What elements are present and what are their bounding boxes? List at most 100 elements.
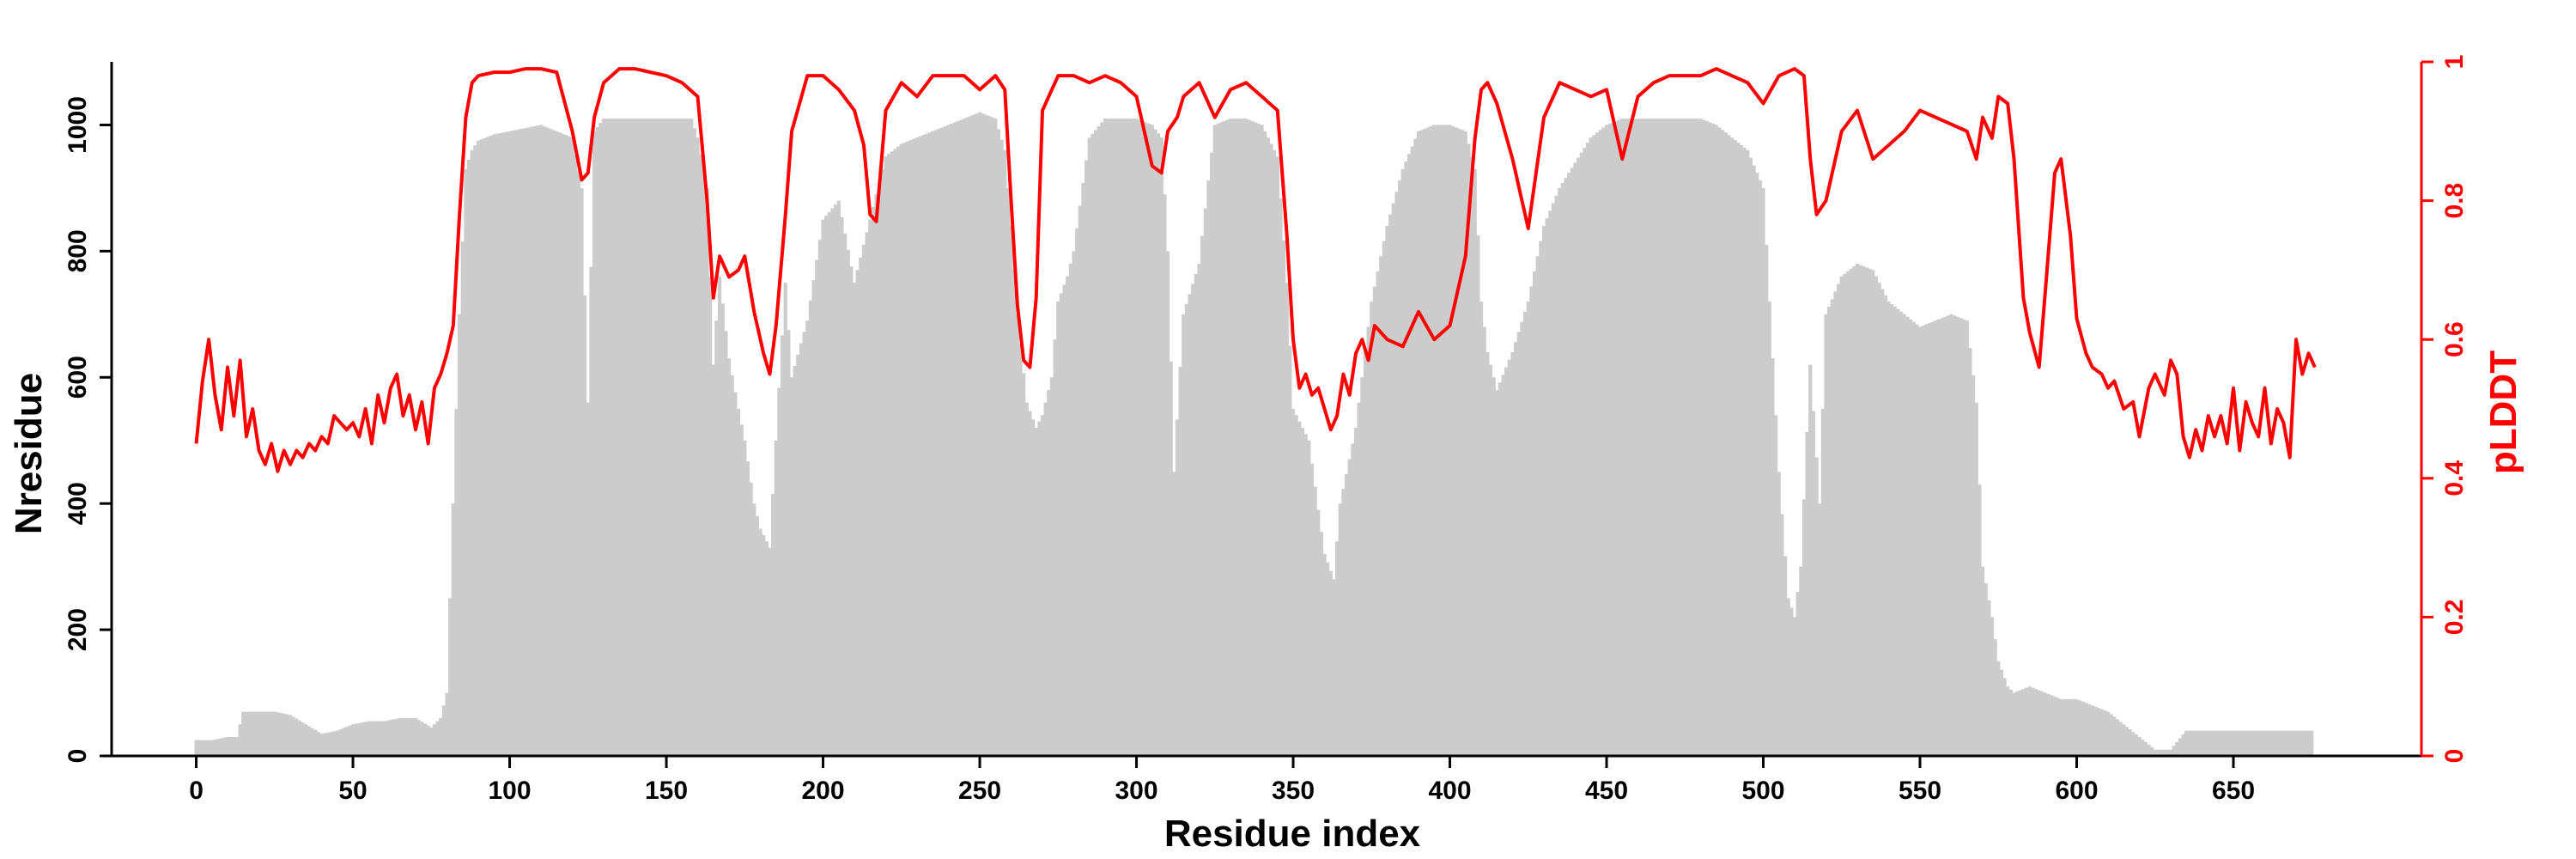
nresidue-bar <box>1028 411 1032 756</box>
nresidue-bar <box>808 300 813 756</box>
nresidue-bar <box>1382 241 1386 756</box>
nresidue-bar <box>1849 268 1853 756</box>
nresidue-bar <box>1473 168 1477 756</box>
axes <box>110 62 2423 758</box>
nresidue-bar <box>1980 566 1985 756</box>
nresidue-bar <box>2128 729 2132 756</box>
nresidue-bar <box>830 208 835 756</box>
nresidue-bar <box>1961 319 1966 756</box>
nresidue-bar <box>2196 730 2201 756</box>
nresidue-bar <box>1498 382 1503 756</box>
nresidue-bar <box>1081 183 1085 756</box>
nresidue-bar <box>1871 270 1875 756</box>
nresidue-bar <box>730 375 734 756</box>
nresidue-bar <box>1955 316 1959 756</box>
nresidue-bar <box>755 515 760 756</box>
nresidue-bar <box>702 171 706 756</box>
nresidue-bar <box>1144 122 1148 756</box>
nresidue-bar <box>1695 119 1699 757</box>
nresidue-bar <box>1924 324 1929 756</box>
nresidue-bar <box>708 276 713 756</box>
nresidue-bar <box>592 131 597 757</box>
nresidue-bar <box>705 187 709 756</box>
nresidue-bar <box>683 119 688 757</box>
x-tick-label: 650 <box>2212 777 2255 805</box>
nresidue-bar <box>1507 359 1511 756</box>
y-tick-label: 400 <box>64 482 92 525</box>
nresidue-bar <box>420 722 424 756</box>
ticks: 0 50 100 150 200 250 300 350 400 450 500 550 600 6500… <box>64 55 2469 805</box>
nresidue-bar <box>466 159 471 757</box>
nresidue-bar <box>266 711 270 756</box>
nresidue-bar <box>567 136 572 756</box>
nresidue-bar <box>492 134 496 757</box>
nresidue-bar <box>272 711 276 756</box>
nresidue-bar <box>1739 144 1744 756</box>
nresidue-bar <box>2278 730 2282 756</box>
nresidue-bar <box>2103 710 2107 756</box>
nresidue-bar <box>2225 730 2229 756</box>
nresidue-bar <box>840 216 844 756</box>
nresidue-bar <box>367 721 371 756</box>
nresidue-bar <box>2159 749 2164 756</box>
nresidue-bar <box>667 119 671 757</box>
nresidue-bar <box>614 119 618 757</box>
nresidue-bar <box>407 717 411 756</box>
nresidue-bar <box>1886 302 1891 756</box>
nresidue-bar <box>918 136 922 756</box>
nresidue-bar <box>197 740 202 756</box>
nresidue-bar <box>2081 701 2085 756</box>
nresidue-bar <box>329 732 333 756</box>
nresidue-bar <box>1022 373 1026 756</box>
nresidue-bar <box>1075 228 1079 756</box>
nresidue-bar <box>787 330 791 756</box>
nresidue-bar <box>532 125 537 757</box>
nresidue-bar <box>598 123 603 756</box>
nresidue-bar <box>968 116 973 757</box>
nresidue-bar <box>1843 273 1847 756</box>
nresidue-bar <box>1406 154 1412 757</box>
nresidue-bar <box>1880 289 1885 756</box>
nresidue-bar <box>642 119 647 757</box>
nresidue-bar <box>504 131 509 756</box>
nresidue-bar <box>799 343 804 756</box>
nresidue-bar <box>1495 389 1499 756</box>
nresidue-bar <box>1934 320 1938 756</box>
nresidue-bar <box>1479 302 1484 756</box>
nresidue-bar <box>1344 473 1349 756</box>
nresidue-bar <box>880 168 885 756</box>
nresidue-bar <box>219 738 223 756</box>
nresidue-bar <box>526 127 531 756</box>
nresidue-bar <box>1623 119 1628 757</box>
nresidue-bar <box>301 722 305 756</box>
nresidue-bar <box>1024 402 1029 756</box>
nresidue-bar <box>376 721 380 756</box>
nresidue-bar <box>1066 276 1070 756</box>
nresidue-bar <box>570 137 574 756</box>
nresidue-bar <box>2027 686 2032 756</box>
nresidue-bar <box>2257 730 2261 756</box>
nresidue-bar <box>2250 730 2255 756</box>
nresidue-bar <box>1360 377 1364 756</box>
nresidue-bar <box>429 727 434 756</box>
nresidue-bar <box>855 270 860 756</box>
nresidue-bar <box>1704 121 1709 757</box>
nresidue-bar <box>476 140 481 756</box>
nresidue-bar <box>392 719 396 756</box>
nresidue-bar <box>2244 730 2248 756</box>
nresidue-bar <box>764 541 769 756</box>
nresidue-bar <box>1570 168 1574 756</box>
nresidue-bar <box>908 140 913 756</box>
nresidue-bar <box>896 146 901 756</box>
nresidue-bar <box>1394 192 1399 756</box>
nresidue-bar <box>890 151 894 756</box>
nresidue-bar <box>1231 119 1236 757</box>
nresidue-bar <box>1203 208 1207 756</box>
nresidue-bar <box>1984 583 1988 756</box>
x-tick-label: 400 <box>1428 777 1471 805</box>
nresidue-bar <box>460 241 465 757</box>
nresidue-bar <box>1303 434 1308 756</box>
y-tick-label: 600 <box>64 356 92 399</box>
nresidue-bar <box>288 715 293 756</box>
nresidue-bar <box>2056 698 2060 756</box>
